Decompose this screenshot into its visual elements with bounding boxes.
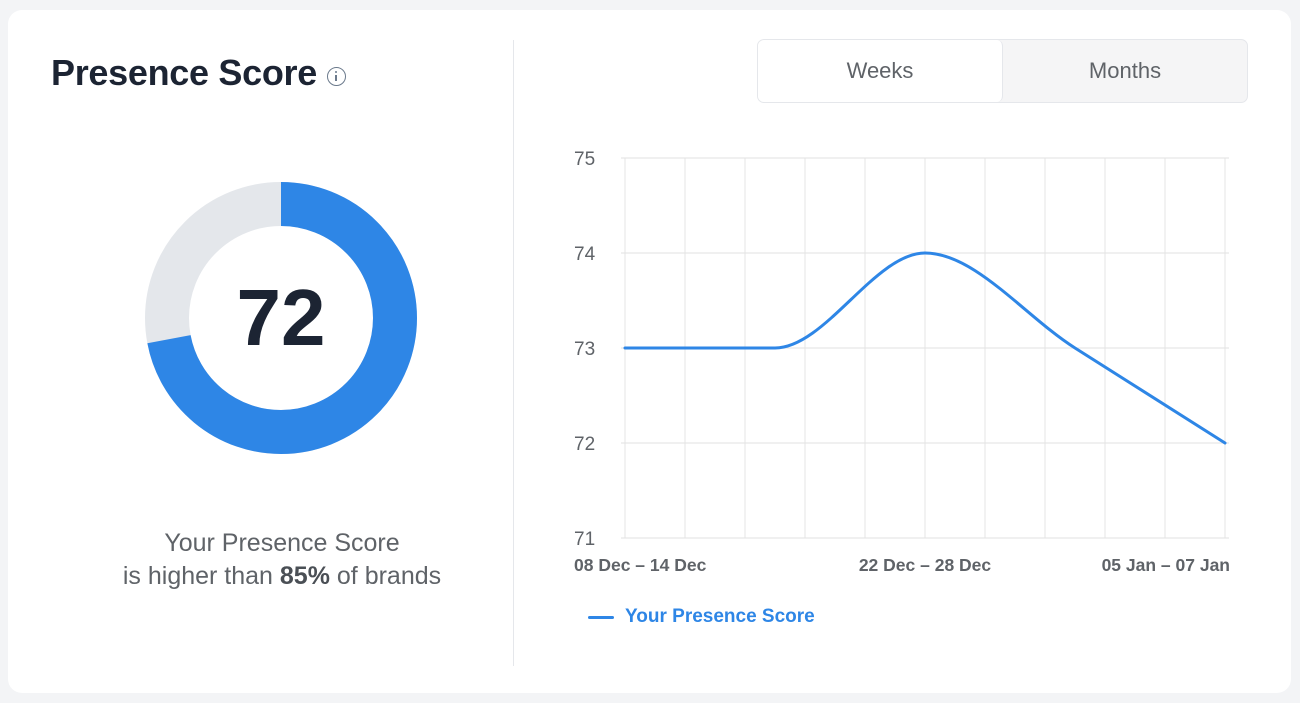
legend-label: Your Presence Score (625, 606, 815, 627)
period-toggle: Weeks Months (757, 39, 1248, 103)
caption-line-2: is higher than 85% of brands (60, 560, 504, 593)
caption-percent: 85% (279, 562, 330, 590)
y-tick-label: 75 (574, 149, 595, 170)
months-toggle-button[interactable]: Months (1088, 58, 1162, 83)
series-line-presence-score[interactable] (623, 251, 1227, 445)
info-icon[interactable] (326, 66, 346, 86)
x-tick-label: 05 Jan – 07 Jan (1102, 555, 1230, 575)
score-donut (145, 182, 417, 454)
caption-post: of brands (329, 562, 442, 590)
y-tick-label: 72 (574, 434, 595, 455)
caption-pre: is higher than (122, 562, 280, 590)
y-tick-label: 73 (574, 339, 595, 360)
chart-legend[interactable]: Your Presence Score (588, 606, 815, 628)
y-tick-label: 74 (574, 244, 596, 265)
x-tick-label: 08 Dec – 14 Dec (574, 555, 707, 575)
donut-filled-arc (145, 182, 417, 454)
weeks-toggle-button[interactable]: Weeks (758, 40, 1003, 102)
score-caption: Your Presence Score is higher than 85% o… (60, 527, 504, 593)
title-text: Presence Score (51, 52, 317, 93)
vertical-divider (513, 40, 514, 666)
score-value: 72 (236, 273, 326, 362)
x-tick-label: 22 Dec – 28 Dec (859, 555, 992, 575)
caption-line-1: Your Presence Score (164, 529, 400, 557)
presence-score-line-chart: 71 72 73 74 75 08 Dec – 14 Dec 22 Dec – 28 Dec… (574, 149, 1230, 575)
presence-score-card (8, 10, 1291, 693)
page-title: Presence Score (51, 52, 346, 94)
y-tick-label: 71 (574, 529, 595, 550)
legend-line-swatch-icon (588, 615, 614, 619)
